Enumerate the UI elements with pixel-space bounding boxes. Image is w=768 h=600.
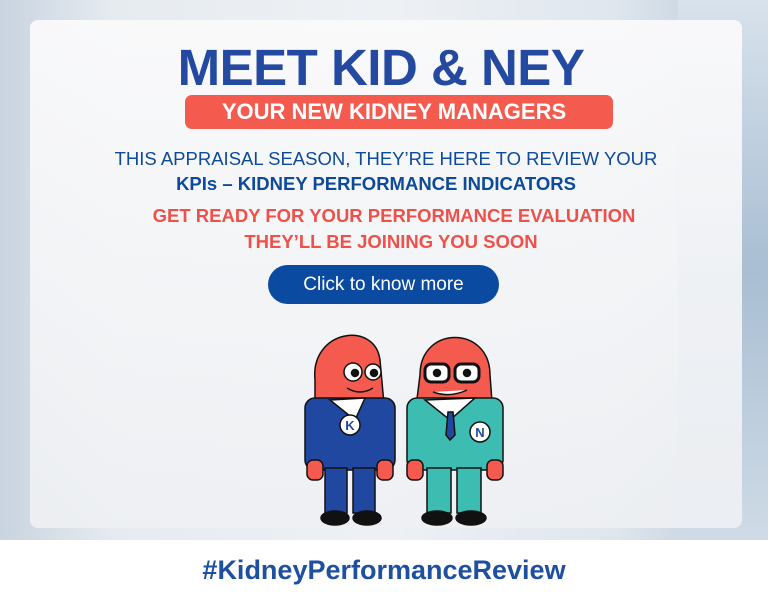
banner-card: MEET KID & NEY YOUR NEW KIDNEY MANAGERS … <box>30 20 742 528</box>
highlight-line-2: THEY’LL BE JOINING YOU SOON <box>244 231 538 252</box>
kidney-characters-illustration: K N <box>304 334 504 526</box>
footer-hashtag: #KidneyPerformanceReview <box>0 540 768 600</box>
description-line-1: THIS APPRAISAL SEASON, THEY’RE HERE TO R… <box>114 148 658 169</box>
description-line-2: KPIs – KIDNEY PERFORMANCE INDICATORS <box>176 173 576 194</box>
highlight-line-1: GET READY FOR YOUR PERFORMANCE EVALUATIO… <box>152 205 636 226</box>
character-ney <box>406 336 504 526</box>
character-kid <box>304 334 396 526</box>
banner-title: MEET KID & NEY <box>177 39 585 96</box>
badge-n: N <box>475 425 484 440</box>
know-more-button[interactable]: Click to know more <box>268 265 499 304</box>
badge-k: K <box>345 418 355 433</box>
subtitle-pill: YOUR NEW KIDNEY MANAGERS <box>185 95 613 129</box>
